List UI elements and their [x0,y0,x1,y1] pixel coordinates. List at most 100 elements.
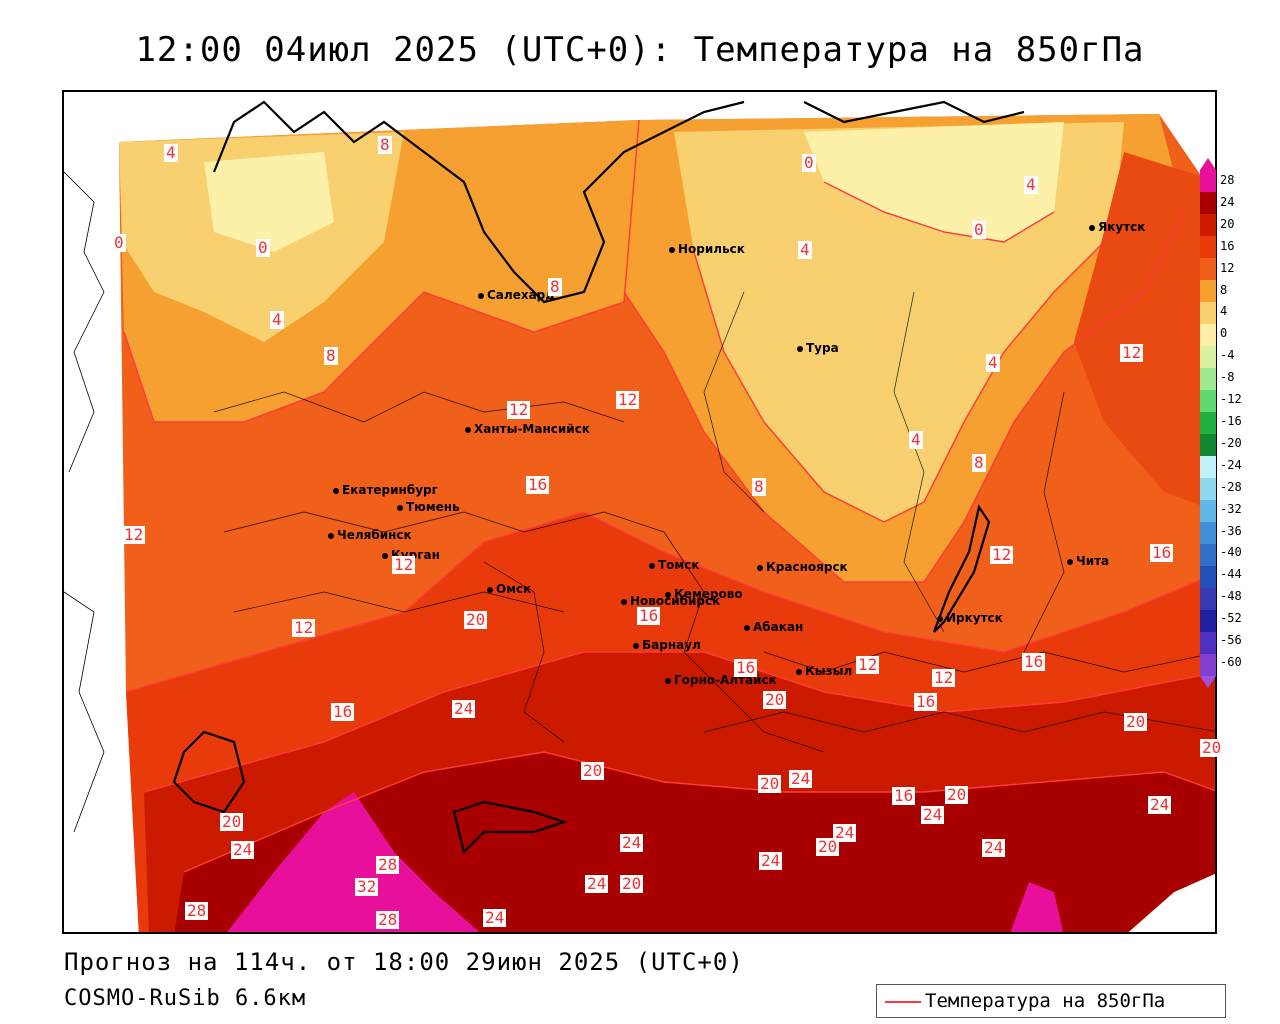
band-0-nw [204,152,334,252]
city-marker: Омск [487,582,531,596]
city-name: Барнаул [642,638,701,652]
colorbar-tick: -36 [1220,523,1242,538]
isotherm-value-label: 4 [164,143,178,162]
city-name: Екатеринбург [342,483,438,497]
colorbar-tick: 20 [1220,216,1235,231]
isotherm-value-label: 4 [798,240,812,259]
city-marker: Тюмень [397,500,460,514]
forecast-info: Прогноз на 114ч. от 18:00 29июн 2025 (UT… [64,948,744,976]
isotherm-value-label: 28 [376,855,400,874]
map-title: 12:00 04июл 2025 (UTC+0): Температура на… [135,30,1145,70]
isotherm-value-label: 4 [270,310,284,329]
isotherm-value-label: 16 [892,786,916,805]
city-name: Ханты-Мансийск [474,422,590,436]
isotherm-value-label: 24 [585,874,609,893]
colorbar-tick: 16 [1220,238,1235,253]
city-dot-icon [665,677,671,684]
isotherm-value-label: 16 [526,475,550,494]
isotherm-value-label: 24 [620,833,644,852]
isotherm-value-label: 20 [945,785,969,804]
isotherm-value-label: 12 [932,668,956,687]
isotherm-lines [123,119,1215,873]
city-name: Томск [658,558,700,572]
colorbar-tick: 12 [1220,260,1235,275]
model-info: COSMO-RuSib 6.6км [64,986,307,1011]
isotherm-value-label: 12 [392,555,416,574]
city-name: Абакан [753,620,804,634]
city-dot-icon [649,562,655,569]
isotherm-value-label: 16 [1150,543,1174,562]
city-marker: Чита [1067,554,1109,568]
city-dot-icon [744,624,750,631]
city-marker: Томск [649,558,700,572]
city-dot-icon [669,246,675,253]
city-name: Горно-Алтайск [674,673,777,687]
isotherm-value-label: 4 [1024,175,1038,194]
city-dot-icon [797,345,803,352]
city-dot-icon [397,504,403,511]
city-name: Кызыл [805,664,853,678]
city-name: Чита [1076,554,1110,568]
isotherm-value-label: 0 [112,233,126,252]
isotherm-value-label: 4 [986,353,1000,372]
legend-label: Температура на 850гПа [925,990,1166,1012]
isotherm-value-label: 12 [616,390,640,409]
band-0-north [804,122,1064,242]
isotherm-value-label: 24 [921,805,945,824]
isotherm-value-label: 0 [256,238,270,257]
band-28-east [1010,882,1064,932]
isotherm-value-label: 0 [802,153,816,172]
isotherm-value-label: 24 [982,838,1006,857]
city-dot-icon [465,426,471,433]
isotherm-value-label: 16 [637,606,661,625]
city-dot-icon [487,586,493,593]
city-marker: Челябинск [328,528,412,542]
colorbar-tick: -60 [1220,654,1242,669]
colorbar-tick: -56 [1220,633,1242,648]
legend: Температура на 850гПа [876,984,1226,1018]
isotherm-value-label: 12 [1120,343,1144,362]
colorbar-tick: 28 [1220,173,1235,187]
colorbar-tick: -40 [1220,545,1242,560]
isotherm-value-label: 12 [856,655,880,674]
isotherm-value-label: 28 [185,901,209,920]
isotherm-value-label: 20 [620,874,644,893]
colorbar-tick: -24 [1220,457,1242,472]
isotherm-value-label: 24 [833,823,857,842]
colorbar-tick: -16 [1220,413,1242,428]
colorbar-tick: 24 [1220,194,1235,209]
band-28-hot [227,792,480,932]
city-marker: Кемерово [665,587,743,601]
city-dot-icon [1089,224,1095,231]
city-dot-icon [333,487,339,494]
city-marker: Екатеринбург [333,483,438,497]
colorbar-tick: 8 [1220,282,1228,297]
city-dot-icon [1067,558,1073,565]
isotherm-value-label: 28 [376,910,400,929]
city-name: Тура [806,341,839,355]
isotherm-value-label: 16 [331,702,355,721]
city-name: Тюмень [406,500,460,514]
isotherm-value-label: 8 [972,453,986,472]
isotherm-value-label: 8 [752,477,766,496]
isotherm-value-label: 20 [1124,712,1148,731]
isotherm-value-label: 8 [324,346,338,365]
isotherm-value-label: 16 [1022,652,1046,671]
city-name: Новосибирск [630,594,721,608]
city-name: Красноярск [766,560,848,574]
isotherm-value-label: 20 [816,837,840,856]
colorbar-tick: -32 [1220,501,1242,516]
city-marker: Красноярск [757,560,848,574]
colorbar [1200,158,1216,688]
city-marker: Горно-Алтайск [665,673,777,687]
isotherm-value-label: 12 [122,525,146,544]
outside-boundaries [64,171,105,833]
city-dot-icon [665,591,671,598]
isotherm-value-label: 8 [378,135,392,154]
city-marker: Абакан [744,620,803,634]
city-dot-icon [382,552,388,559]
city-dot-icon [328,532,334,539]
isotherm-value-label: 12 [507,400,531,419]
isotherm-value-label: 16 [734,658,758,677]
isotherm-value-label: 0 [972,220,986,239]
